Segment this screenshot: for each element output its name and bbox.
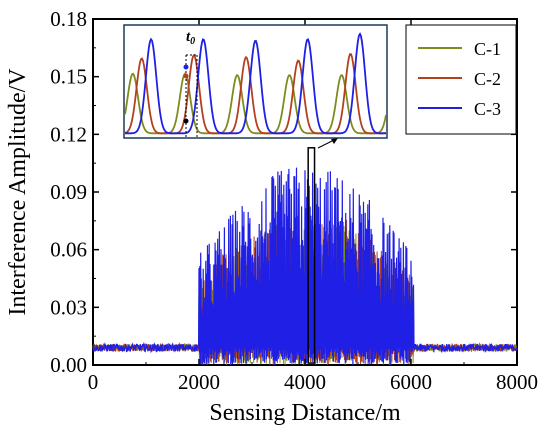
y-tick-label: 0.12	[50, 122, 87, 146]
x-tick-label: 2000	[178, 370, 220, 394]
x-axis-ticks: 0 2000 4000 6000 8000	[88, 19, 538, 394]
y-axis-label: Interference Amplitude/V	[5, 68, 31, 316]
y-tick-label: 0.00	[50, 353, 87, 377]
legend-label-c1: C-1	[474, 39, 501, 59]
x-tick-label: 4000	[284, 370, 326, 394]
x-tick-label: 0	[88, 370, 99, 394]
highlight-box	[307, 147, 316, 364]
y-tick-label: 0.03	[50, 295, 87, 319]
inset-point-c3	[183, 64, 189, 70]
inset-annotation-t0: t0	[186, 29, 195, 47]
series-line-C-3	[92, 167, 518, 365]
legend-label-c3: C-3	[474, 99, 501, 119]
inset-zoom: t0	[123, 24, 388, 139]
x-tick-label: 8000	[496, 370, 538, 394]
legend-label-c2: C-2	[474, 69, 501, 89]
inset-point-c2	[183, 73, 189, 79]
inset-annotation-subscript: 0	[190, 36, 195, 47]
data-traces	[92, 167, 518, 365]
x-tick-label: 6000	[390, 370, 432, 394]
inset-traces	[124, 32, 387, 135]
y-tick-label: 0.18	[50, 7, 87, 31]
legend: C-1 C-2 C-3	[405, 24, 517, 135]
y-tick-label: 0.15	[50, 65, 87, 89]
y-tick-label: 0.09	[50, 180, 87, 204]
legend-frame	[405, 24, 517, 135]
inset-pointer-arrowhead	[331, 138, 338, 144]
x-axis-label: Sensing Distance/m	[209, 400, 401, 426]
inset-point-c1	[183, 118, 189, 124]
inset-line-C-3	[125, 32, 386, 135]
y-tick-label: 0.06	[50, 238, 87, 262]
y-axis-ticks: 0.00 0.03 0.06 0.09 0.12 0.15 0.18	[50, 7, 517, 377]
